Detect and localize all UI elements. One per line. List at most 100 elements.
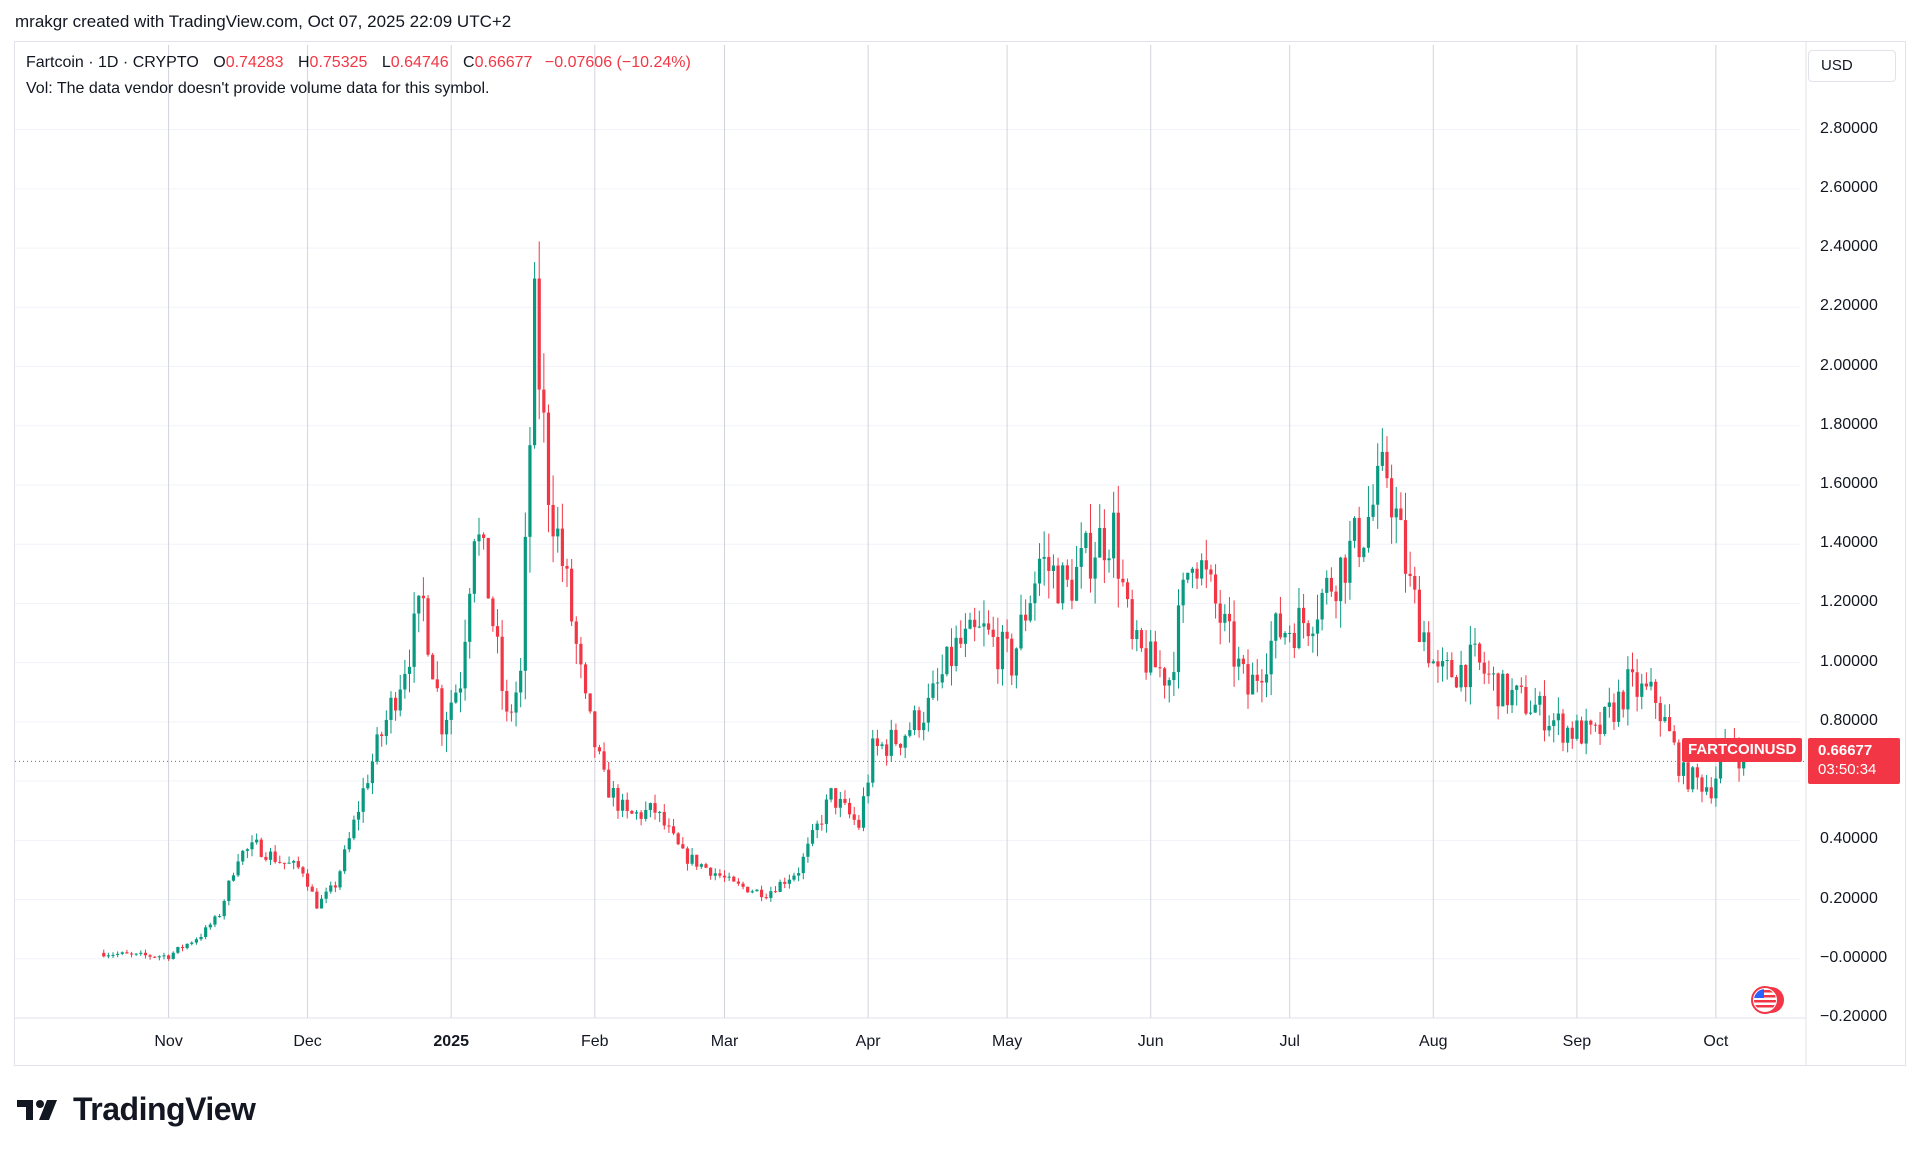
candle-body: [644, 809, 648, 819]
legend-low-label: L: [381, 54, 391, 71]
candle-body: [940, 674, 944, 683]
candle-body: [222, 900, 226, 917]
candle-body: [352, 819, 356, 839]
candle-body: [1371, 504, 1375, 517]
candle-body: [333, 885, 337, 888]
candle-body: [315, 891, 319, 909]
candle-body: [685, 848, 690, 864]
candle-body: [912, 710, 917, 731]
candle-body: [1149, 641, 1153, 673]
chart-frame: [14, 41, 1906, 1066]
candle-body: [1098, 527, 1102, 558]
candle-body: [945, 646, 949, 675]
candle-body: [593, 711, 597, 748]
candle-body: [1186, 572, 1190, 580]
candle-body: [236, 861, 240, 876]
candle-body: [509, 711, 514, 713]
candle-body: [1431, 661, 1435, 664]
candle-body: [1325, 577, 1329, 593]
x-tick-label: Dec: [293, 1033, 322, 1050]
x-tick-label: Feb: [581, 1033, 609, 1050]
candle-body: [746, 886, 750, 893]
y-tick-label: 2.80000: [1820, 119, 1878, 137]
candle-body: [1584, 720, 1588, 744]
candle-body: [1288, 632, 1292, 634]
candle-body: [778, 881, 782, 892]
x-tick-label: Mar: [710, 1033, 739, 1050]
candle-body: [1334, 591, 1338, 602]
candle-body: [185, 943, 189, 949]
candle-body: [1010, 638, 1014, 676]
candle-body: [1218, 603, 1222, 623]
candle-body: [319, 898, 324, 909]
y-tick-label: 1.60000: [1820, 474, 1878, 492]
legend-close-label: C: [463, 54, 475, 71]
candle-body: [1024, 614, 1028, 621]
us-flag-icon[interactable]: [1749, 985, 1789, 1015]
candle-body: [1570, 727, 1574, 739]
candle-body: [1510, 689, 1514, 706]
candle-body: [199, 936, 203, 940]
candle-body: [268, 851, 273, 860]
candle-body: [287, 862, 291, 864]
candle-body: [1102, 527, 1106, 561]
candle-body: [1362, 547, 1366, 558]
candle-body: [1524, 686, 1528, 714]
candle-body: [982, 623, 986, 627]
candle-body: [1139, 630, 1144, 649]
candle-body: [143, 952, 148, 956]
candle-body: [1385, 451, 1389, 479]
candle-body: [755, 889, 759, 892]
candle-body: [1482, 662, 1486, 674]
candle-body: [1579, 720, 1584, 744]
candle-body: [996, 636, 1000, 670]
candle-body: [1301, 607, 1306, 624]
candle-body: [1528, 712, 1533, 714]
candle-body: [773, 891, 778, 893]
candle-body: [500, 636, 504, 692]
candle-body: [1158, 667, 1162, 669]
legend-symbol[interactable]: Fartcoin · 1D · CRYPTO: [26, 54, 199, 71]
candle-body: [491, 598, 495, 627]
candle-body: [1167, 680, 1171, 686]
bar-countdown: 03:50:34: [1818, 761, 1877, 778]
candle-body: [241, 850, 245, 862]
candle-body: [690, 854, 694, 864]
y-tick-label: 2.40000: [1820, 238, 1878, 256]
candle-body: [977, 626, 981, 628]
candle-body: [1464, 664, 1468, 688]
candle-body: [1705, 787, 1709, 792]
x-tick-label: Oct: [1703, 1033, 1729, 1050]
candle-body: [1672, 731, 1676, 743]
candle-body: [1241, 658, 1245, 665]
candle-body: [1556, 713, 1560, 721]
candle-body: [347, 838, 351, 850]
candle-body: [1700, 777, 1704, 792]
candle-body: [847, 802, 852, 815]
candle-body: [217, 916, 222, 918]
candle-body: [472, 541, 476, 594]
symbol-legend: Fartcoin · 1D · CRYPTO O0.74283 H0.75325…: [26, 54, 691, 72]
candle-body: [1640, 683, 1644, 697]
candle-body: [1005, 631, 1009, 639]
y-tick-label: 0.80000: [1820, 711, 1878, 729]
candle-body: [1200, 560, 1204, 579]
candle-body: [1320, 592, 1324, 620]
currency-button[interactable]: USD: [1808, 50, 1896, 82]
chart-credit: mrakgr created with TradingView.com, Oct…: [15, 12, 512, 31]
candle-body: [1130, 599, 1134, 640]
candle-body: [431, 654, 435, 680]
candle-body: [1681, 762, 1686, 776]
candle-body: [931, 683, 935, 698]
candle-body: [194, 939, 199, 943]
candle-body: [134, 953, 138, 955]
candle-body: [1306, 623, 1310, 637]
candle-body: [1417, 589, 1421, 643]
candle-body: [153, 956, 157, 958]
candle-body: [824, 799, 829, 824]
candle-body: [278, 861, 282, 863]
candle-body: [389, 697, 393, 720]
candle-body: [398, 689, 402, 711]
candle-body: [588, 693, 592, 712]
